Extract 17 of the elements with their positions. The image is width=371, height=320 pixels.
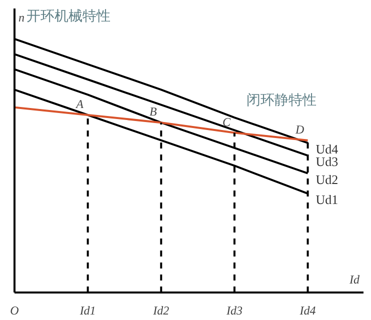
series-label: Ud4 bbox=[316, 141, 339, 156]
annotation: C bbox=[222, 114, 232, 129]
x-tick-label: Id3 bbox=[225, 304, 242, 318]
x-tick-label: O bbox=[10, 304, 20, 318]
series-label: Ud1 bbox=[316, 192, 338, 208]
annotation: B bbox=[149, 104, 158, 119]
series-label: Ud2 bbox=[316, 172, 338, 187]
text: 开环机械特性 bbox=[26, 8, 110, 24]
x-tick-label: Id1 bbox=[78, 304, 96, 318]
annotation: A bbox=[75, 97, 84, 111]
series-label: Ud3 bbox=[316, 154, 338, 170]
y-axis-title: n bbox=[18, 10, 24, 24]
x-tick-label: Id2 bbox=[152, 304, 170, 318]
annotation: D bbox=[294, 122, 304, 136]
x-axis-title: Id bbox=[348, 272, 360, 286]
annotation: 闭环静特性 bbox=[246, 92, 316, 108]
x-tick-label: Id4 bbox=[298, 304, 316, 318]
